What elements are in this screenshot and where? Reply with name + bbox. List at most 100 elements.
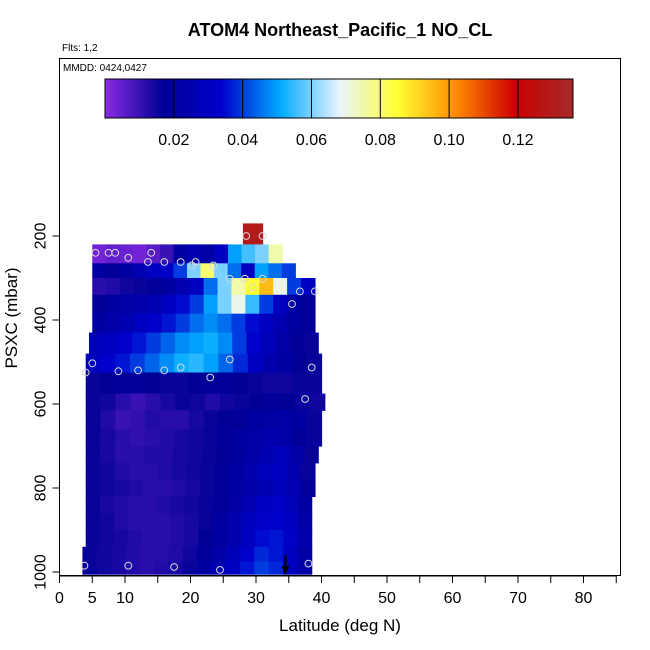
heatmap-cell (190, 393, 206, 411)
heatmap-cell (174, 410, 190, 430)
heatmap-cell (289, 446, 305, 464)
heatmap-cell (103, 332, 119, 355)
heatmap-cell (216, 446, 232, 464)
heatmap-cell (198, 496, 214, 514)
heatmap-cell (129, 372, 146, 395)
colorbar-gradient (104, 78, 574, 119)
chart-title: ATOM4 Northeast_Pacific_1 NO_CL (188, 20, 492, 40)
heatmap-cell (115, 353, 131, 374)
heatmap-cell (187, 446, 203, 464)
heatmap-cell (132, 263, 147, 279)
heatmap-cell (273, 278, 288, 296)
heatmap-cell (106, 313, 121, 334)
heatmap-cell (255, 244, 270, 264)
heatmap-cell (297, 513, 313, 531)
observation-point (225, 355, 234, 364)
heatmap-cell (92, 263, 107, 279)
heatmap-cell (174, 353, 190, 374)
heatmap-cell (277, 372, 293, 395)
heatmap-cell (113, 530, 129, 548)
heatmap-cell (271, 462, 287, 481)
heatmap-cell (157, 462, 173, 481)
heatmap-cell (306, 410, 323, 430)
heatmap-cell (175, 294, 191, 315)
heatmap-cell (212, 513, 228, 531)
heatmap-cell (268, 263, 283, 279)
colorbar-tick-label: 0.12 (502, 132, 533, 149)
heatmap-cell (88, 332, 104, 355)
heatmap-cell (175, 393, 191, 411)
heatmap-cell (225, 546, 241, 563)
heatmap-cell (205, 393, 221, 411)
observation-point (91, 248, 100, 257)
heatmap-cell (211, 546, 227, 563)
heatmap-cell (111, 546, 127, 563)
heatmap-cell (286, 479, 302, 497)
heatmap-cell (146, 244, 161, 264)
observation-point (176, 258, 185, 266)
heatmap-cell (170, 513, 186, 531)
heatmap-cell (283, 513, 299, 531)
latitude-marker-arrow (281, 555, 290, 576)
heatmap-cell (257, 479, 273, 497)
heatmap-cell (292, 372, 308, 395)
observation-point (170, 563, 179, 571)
heatmap-cell (214, 462, 230, 481)
heatmap-cell (227, 263, 242, 279)
heatmap-cell (231, 294, 246, 315)
heatmap-cell (128, 479, 144, 497)
heatmap-cell (289, 332, 305, 355)
heatmap-cell (243, 462, 259, 481)
heatmap-cell (218, 353, 234, 374)
observation-point (301, 395, 310, 403)
heatmap-cell (82, 546, 98, 563)
heatmap-cell (279, 393, 296, 411)
heatmap-cell (120, 294, 135, 315)
heatmap-cell (231, 313, 246, 334)
heatmap-cell (200, 263, 215, 279)
heatmap-cell (120, 278, 135, 296)
heatmap-cell (306, 372, 323, 395)
heatmap-cell (217, 313, 233, 334)
heatmap-cell (142, 496, 157, 514)
observation-point (242, 232, 251, 240)
heatmap-cell (233, 372, 249, 395)
x-tick-label: 40 (313, 590, 331, 607)
x-tick-label: 50 (378, 590, 396, 607)
heatmap-cell (134, 313, 149, 334)
heatmap-cell (114, 446, 130, 464)
observation-point (124, 561, 133, 570)
heatmap-cells (82, 223, 326, 575)
heatmap-cell (144, 353, 160, 374)
heatmap-cell (265, 393, 281, 411)
heatmap-cell (186, 479, 201, 497)
heatmap-cell (254, 546, 270, 563)
heatmap-cell (273, 313, 288, 334)
heatmap-cell (129, 429, 146, 447)
heatmap-cell (259, 294, 274, 315)
heatmap-cell (92, 313, 107, 334)
y-tick-label: 200 (33, 223, 50, 250)
heatmap-cell (189, 278, 205, 296)
observation-point (144, 258, 152, 266)
heatmap-cell (203, 410, 219, 430)
heatmap-cell (231, 446, 247, 464)
heatmap-cell (281, 263, 296, 279)
heatmap-cell (128, 462, 144, 481)
observation-point (241, 274, 249, 283)
heatmap-cell (233, 429, 249, 447)
heatmap-cell (287, 294, 302, 315)
heatmap-cell (147, 278, 163, 296)
heatmap-cell (99, 530, 115, 548)
heatmap-cell (184, 530, 200, 548)
heatmap-cell (175, 278, 191, 296)
heatmap-cell (161, 313, 177, 334)
heatmap-cell (156, 496, 172, 514)
heatmap-cell (168, 561, 184, 575)
heatmap-cell (186, 462, 201, 481)
heatmap-cell (228, 462, 244, 481)
heatmap-cell (171, 462, 187, 481)
heatmap-cell (217, 332, 233, 355)
heatmap-cell (203, 278, 219, 296)
heatmap-cell (129, 353, 146, 374)
